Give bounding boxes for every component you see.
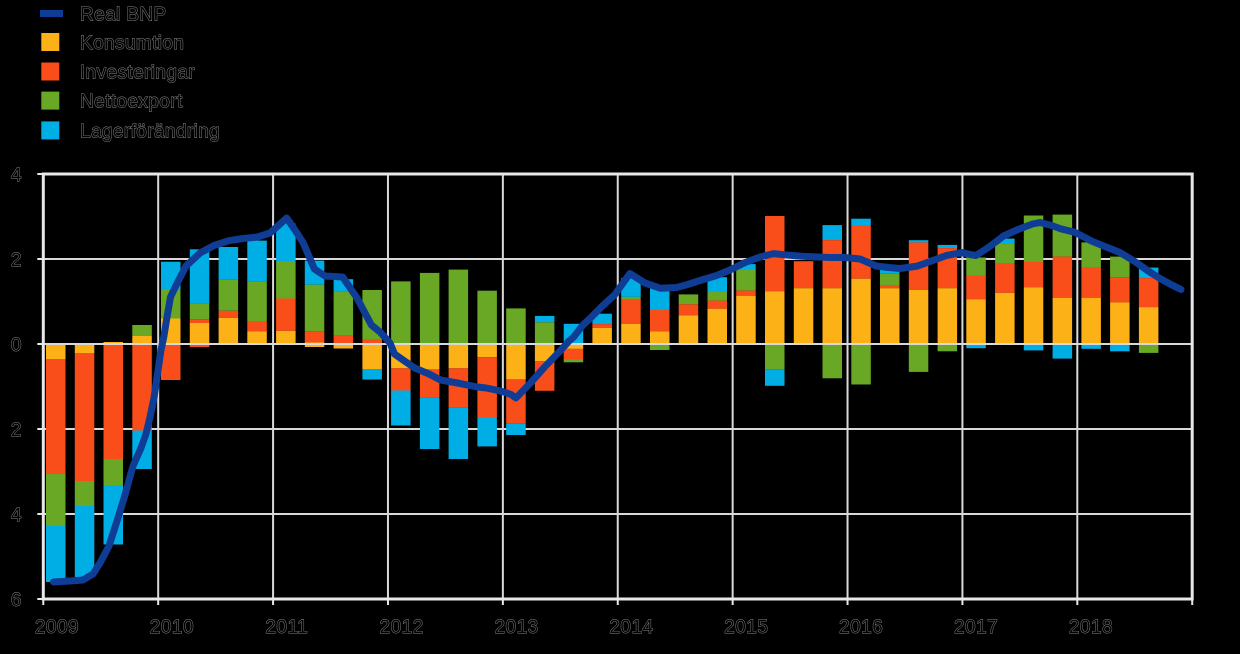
svg-text:Lagerförändring: Lagerförändring (80, 121, 220, 142)
svg-text:2011: 2011 (265, 617, 308, 638)
svg-text:2018: 2018 (1069, 617, 1113, 638)
svg-text:4: 4 (11, 505, 22, 526)
svg-text:2: 2 (11, 250, 22, 271)
svg-text:2013: 2013 (494, 617, 538, 638)
svg-text:6: 6 (11, 590, 22, 611)
svg-text:4: 4 (11, 165, 22, 186)
svg-text:0: 0 (11, 335, 22, 356)
svg-text:2: 2 (11, 420, 22, 441)
svg-text:2012: 2012 (380, 617, 424, 638)
svg-text:2017: 2017 (954, 617, 998, 638)
svg-text:2014: 2014 (609, 617, 653, 638)
svg-text:2015: 2015 (724, 617, 768, 638)
svg-text:Nettoexport: Nettoexport (80, 92, 183, 113)
svg-text:Real BNP: Real BNP (80, 5, 167, 26)
svg-text:2009: 2009 (35, 617, 79, 638)
svg-text:2016: 2016 (839, 617, 883, 638)
svg-text:Konsumtion: Konsumtion (80, 33, 184, 54)
svg-text:Investeringar: Investeringar (80, 63, 195, 84)
svg-text:2010: 2010 (150, 617, 194, 638)
